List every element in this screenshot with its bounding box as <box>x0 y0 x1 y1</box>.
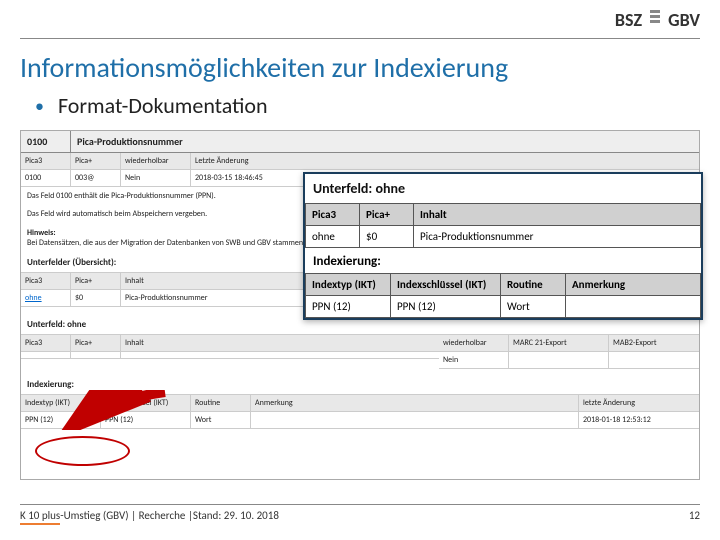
highlight-ellipse-icon <box>35 436 130 466</box>
footer-text: K 10 plus-Umstieg (GBV) | Recherche |Sta… <box>20 509 279 522</box>
bg-uf2-header: Pica3 Pica+ Inhalt <box>21 335 439 352</box>
bg-th: Inhalt <box>121 335 439 351</box>
ov-td <box>566 296 701 318</box>
ov-td: ohne <box>306 226 360 248</box>
footer-accent-bar <box>20 523 60 525</box>
bg-td: 003@ <box>71 170 121 186</box>
bg-td: Nein <box>439 352 509 368</box>
bg-td <box>71 352 121 358</box>
header-logo: BSZ GBV <box>615 8 700 31</box>
bg-uf2-row <box>21 352 439 359</box>
bg-title: Pica-Produktionsnummer <box>71 131 699 152</box>
bg-td <box>609 352 699 368</box>
logo-sep-icon <box>648 8 662 31</box>
bg-td <box>251 412 579 428</box>
ov-td: Wort <box>501 296 566 318</box>
ov-th: Inhalt <box>414 204 701 226</box>
bg-th: Pica+ <box>71 153 121 169</box>
overlay-panel: Unterfeld: ohne Pica3 Pica+ Inhalt ohne … <box>303 172 703 320</box>
bg-td: 2018-01-18 12:53:12 <box>579 412 699 428</box>
bg-td: Nein <box>121 170 191 186</box>
bg-th: Anmerkung <box>251 395 579 411</box>
bg-td: Wort <box>191 412 251 428</box>
ov-th: Pica+ <box>360 204 414 226</box>
ov-th: Pica3 <box>306 204 360 226</box>
bg-hint-h: Hinweis: <box>27 228 56 238</box>
overlay-heading: Unterfeld: ohne <box>305 174 701 203</box>
ov-th: Indextyp (IKT) <box>306 274 391 296</box>
overlay-table-2: Indextyp (IKT) Indexschlüssel (IKT) Rout… <box>305 273 701 318</box>
ov-td: $0 <box>360 226 414 248</box>
bg-code: 0100 <box>21 131 71 152</box>
ov-th: Indexschlüssel (IKT) <box>391 274 501 296</box>
bullet-icon: • <box>35 95 44 117</box>
bg-th: MAB2-Export <box>609 335 699 351</box>
overlay-table-1: Pica3 Pica+ Inhalt ohne $0 Pica-Produkti… <box>305 203 701 248</box>
bg-th: Routine <box>191 395 251 411</box>
main-area: 0100 Pica-Produktionsnummer Pica3 Pica+ … <box>20 130 700 480</box>
bg-right-header: wiederholbar MARC 21-Export MAB2-Export <box>439 335 699 352</box>
ov-th: Routine <box>501 274 566 296</box>
slide-title: Informationsmöglichkeiten zur Indexierun… <box>20 50 508 85</box>
bg-th: Letzte Änderung <box>191 153 699 169</box>
bg-col-header: Pica3 Pica+ wiederholbar Letzte Änderung <box>21 153 699 170</box>
overlay-idx-heading: Indexierung: <box>305 248 701 273</box>
bg-td <box>509 352 609 368</box>
logo-bsz: BSZ <box>615 9 642 31</box>
ov-td: Pica-Produktionsnummer <box>414 226 701 248</box>
bg-th: wiederholbar <box>439 335 509 351</box>
bg-td: $0 <box>71 290 121 306</box>
bullet-row: • Format-Dokumentation <box>35 92 268 119</box>
arrow-icon <box>55 390 175 430</box>
bg-header-row: 0100 Pica-Produktionsnummer <box>21 131 699 153</box>
bg-td: 0100 <box>21 170 71 186</box>
footer: K 10 plus-Umstieg (GBV) | Recherche |Sta… <box>20 504 700 522</box>
ov-td: PPN (12) <box>391 296 501 318</box>
bg-th: wiederholbar <box>121 153 191 169</box>
bg-th: Pica+ <box>71 273 121 289</box>
page-number: 12 <box>689 509 700 522</box>
bg-td <box>121 352 439 358</box>
bullet-text: Format-Dokumentation <box>58 92 268 119</box>
bg-td <box>21 352 71 358</box>
ov-td: PPN (12) <box>306 296 391 318</box>
bg-th: Pica3 <box>21 273 71 289</box>
bg-th: Pica+ <box>71 335 121 351</box>
bg-td-link[interactable]: ohne <box>21 290 71 306</box>
bg-right-row: Nein <box>439 352 699 369</box>
bg-th: MARC 21-Export <box>509 335 609 351</box>
ov-th: Anmerkung <box>566 274 701 296</box>
header-divider <box>20 38 700 39</box>
logo-gbv: GBV <box>668 9 700 31</box>
bg-th: letzte Änderung <box>579 395 699 411</box>
bg-th: Pica3 <box>21 153 71 169</box>
bg-th: Pica3 <box>21 335 71 351</box>
